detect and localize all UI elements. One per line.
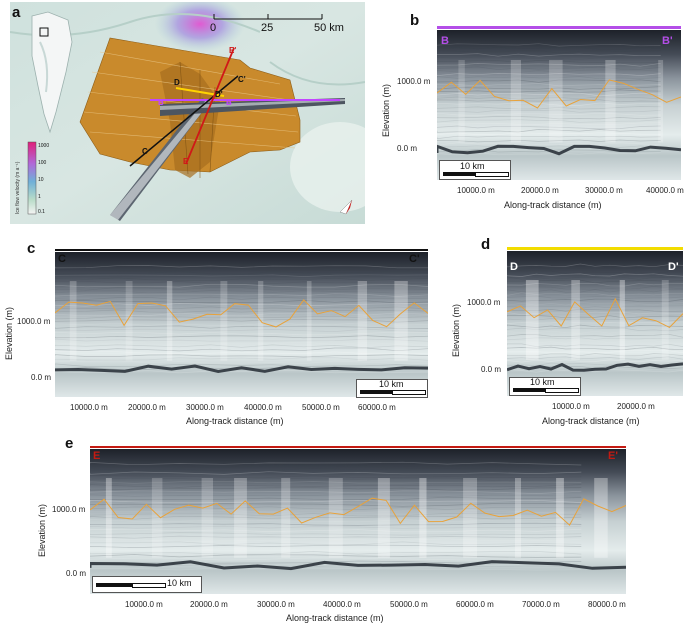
panel-c-x-tick-30000: 30000.0 m: [186, 403, 224, 412]
map-label-B: B: [158, 98, 164, 107]
panel-b-y-tick-0: 0.0 m: [397, 144, 418, 153]
velocity-colorbar: [27, 141, 37, 215]
panel-e-letter: e: [65, 435, 74, 452]
echogram-b: [437, 30, 681, 180]
panel-e-y-title: Elevation (m): [37, 503, 47, 557]
colorbar-tick-100: 100: [38, 160, 47, 166]
panel-a-letter: a: [12, 4, 21, 21]
panel-b-y-title: Elevation (m): [381, 83, 391, 137]
colorbar-title: Ice flow velocity (m a⁻¹): [15, 161, 21, 214]
panel-e-scale-label: 10 km: [167, 578, 192, 588]
echogram-d: [507, 251, 683, 396]
panel-e-x-tick-30000: 30000.0 m: [257, 600, 295, 609]
map-label-E: E: [183, 157, 189, 166]
panel-d-end-label: D': [668, 261, 679, 273]
panel-d-scale-bar: 10 km: [509, 377, 581, 396]
panel-c-scale-white: [392, 390, 426, 395]
map-label-C-prime: C': [238, 75, 246, 84]
panel-b-x-title: Along-track distance (m): [504, 200, 602, 210]
panel-d-letter: d: [481, 236, 491, 253]
panel-b-scale-label: 10 km: [460, 161, 485, 171]
panel-e-x-tick-70000: 70000.0 m: [522, 600, 560, 609]
panel-c-start-label: C: [58, 253, 66, 265]
panel-b-x-tick-40000: 40000.0 m: [646, 186, 684, 195]
panel-b-x-tick-20000: 20000.0 m: [521, 186, 559, 195]
panel-d-topbar: [507, 247, 683, 250]
map-label-D: D: [174, 78, 180, 87]
panel-a-map: [9, 0, 390, 224]
panel-c-x-title: Along-track distance (m): [186, 416, 284, 426]
colorbar-tick-0.1: 0.1: [38, 209, 45, 215]
panel-b-x-tick-30000: 30000.0 m: [585, 186, 623, 195]
echogram-c: [55, 252, 428, 397]
panel-c-end-label: C': [409, 253, 420, 265]
panel-b-x-tick-10000: 10000.0 m: [457, 186, 495, 195]
panel-c-x-tick-50000: 50000.0 m: [302, 403, 340, 412]
panel-b-y-tick-1000: 1000.0 m: [397, 77, 431, 86]
profile-lines: [129, 47, 340, 167]
panel-b-letter: b: [410, 12, 420, 29]
panel-c-y-tick-0: 0.0 m: [31, 373, 52, 382]
panel-e-scale-white: [132, 583, 166, 588]
panel-e-x-title: Along-track distance (m): [286, 613, 384, 623]
scale-tick-50: 50 km: [314, 22, 344, 34]
panel-b-scale-bar: 10 km: [439, 160, 511, 180]
panel-d-y-tick-1000: 1000.0 m: [467, 298, 501, 307]
north-arrow-icon: [339, 199, 353, 215]
panel-c-y-tick-1000: 1000.0 m: [17, 317, 51, 326]
panel-d-x-tick-20000: 20000.0 m: [617, 402, 655, 411]
echogram-e: [90, 449, 626, 594]
colorbar-tick-10: 10: [38, 177, 44, 183]
map-label-C: C: [142, 147, 148, 156]
panel-e-y-tick-0: 0.0 m: [66, 569, 87, 578]
panel-b-end-label: B': [662, 35, 673, 47]
panel-d-x-tick-10000: 10000.0 m: [552, 402, 590, 411]
panel-d-scale-label: 10 km: [530, 377, 555, 387]
scale-tick-25: 25: [261, 22, 274, 34]
panel-b-start-label: B: [441, 35, 449, 47]
panel-e-x-tick-80000: 80000.0 m: [588, 600, 626, 609]
panel-c-y-title: Elevation (m): [4, 306, 14, 360]
map-label-E-prime: E': [229, 46, 237, 55]
colorbar-tick-1000: 1000: [38, 143, 50, 149]
panel-a: a 0 25 50 km Ice flow velocity (m a⁻¹) 1…: [9, 0, 390, 224]
panel-d-scale-white: [545, 388, 579, 393]
panel-c-letter: c: [27, 240, 36, 257]
panel-e-y-tick-1000: 1000.0 m: [52, 505, 86, 514]
panel-c-scale-bar: 10 km: [356, 379, 428, 398]
panel-e-x-tick-40000: 40000.0 m: [323, 600, 361, 609]
panel-c-x-tick-10000: 10000.0 m: [70, 403, 108, 412]
panel-e-scale-bar: 10 km: [92, 576, 202, 593]
colorbar-tick-1: 1: [38, 194, 41, 200]
panel-d-start-label: D: [510, 261, 518, 273]
panel-e-x-tick-60000: 60000.0 m: [456, 600, 494, 609]
panel-c-x-tick-40000: 40000.0 m: [244, 403, 282, 412]
panel-e-x-tick-20000: 20000.0 m: [190, 600, 228, 609]
panel-d-x-title: Along-track distance (m): [542, 416, 640, 426]
panel-d-scale-black: [513, 388, 545, 392]
greenland-inset: [31, 11, 73, 134]
panel-c-scale-label: 10 km: [379, 379, 404, 389]
panel-c-x-tick-20000: 20000.0 m: [128, 403, 166, 412]
scale-tick-0: 0: [210, 22, 217, 34]
map-scale-bar: [213, 14, 323, 20]
radar-curtains: [110, 98, 345, 221]
panel-c-scale-black: [360, 390, 392, 394]
panel-e-scale-black: [96, 583, 132, 587]
panel-c-topbar: [55, 249, 428, 251]
panel-d-y-title: Elevation (m): [451, 303, 461, 357]
panel-e-end-label: E': [608, 450, 618, 462]
panel-b-scale-white: [475, 172, 509, 177]
panel-c-x-tick-60000: 60000.0 m: [358, 403, 396, 412]
panel-b-topbar: [437, 26, 681, 29]
panel-e-x-tick-10000: 10000.0 m: [125, 600, 163, 609]
panel-e-x-tick-50000: 50000.0 m: [390, 600, 428, 609]
map-label-B-prime: B': [226, 98, 234, 107]
panel-b-scale-black: [443, 172, 475, 176]
panel-e-start-label: E: [93, 450, 101, 462]
panel-d-y-tick-0: 0.0 m: [481, 365, 502, 374]
panel-e-topbar: [90, 446, 626, 448]
map-label-D-prime: D': [215, 90, 223, 99]
